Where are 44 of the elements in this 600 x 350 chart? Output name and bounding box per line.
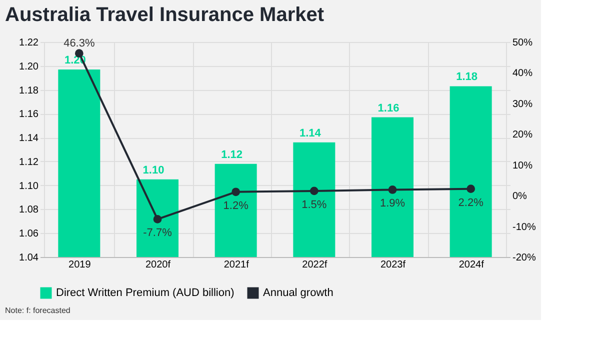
data-label: 1.16 [378,102,400,114]
y-tick-label: 1.22 [19,38,39,48]
y2-tick-label: 0% [512,191,528,202]
y-tick-label: 1.20 [19,61,39,72]
x-tick-label: 2022f [302,260,328,270]
y-tick-label: 1.08 [19,204,39,216]
legend-label: Direct Written Premium (AUD billion) [56,287,234,299]
y2-tick-label: 40% [512,68,533,80]
x-tick-label: 2024f [458,260,484,270]
y-tick-label: 1.16 [19,109,39,120]
text: Note: f: forecasted [5,306,70,315]
y-tick-label: 1.12 [19,156,39,168]
y-tick-label: 1.14 [19,133,39,144]
point [388,186,397,194]
y2-tick-label: 20% [512,130,533,141]
y2-tick-label: 50% [512,38,533,48]
point [232,188,240,196]
y-tick-label: 1.18 [19,85,39,96]
data-label: 1.5% [302,198,327,211]
y-tick-label: 1.04 [19,252,39,264]
x-tick-label: 2023f [380,260,406,270]
y2-tick-label: 30% [512,98,533,110]
data-label: 1.18 [456,71,478,84]
data-label: 1.9% [380,198,406,210]
y-tick-label: 1.10 [19,180,39,192]
y2-tick-label: 10% [512,160,533,172]
point [153,215,162,224]
data-label: 1.14 [299,127,322,140]
point [310,186,318,196]
y2-tick-label: -10% [512,222,536,233]
x-tick-label: 2020f [145,260,171,270]
data-label: -7.7% [143,227,172,240]
data-label: 1.12 [221,148,243,161]
legend-label: Annual growth [263,287,334,299]
y-tick-label: 1.06 [19,228,39,240]
data-label: 2.2% [458,196,484,209]
x-tick-label: 2021f [224,260,250,270]
y2-tick-label: -20% [512,252,536,264]
data-label: 1.2% [223,200,249,212]
data-label: 1.10 [142,164,164,176]
data-label: 46.3% [64,37,95,50]
chart-title: Australia Travel Insurance Market [5,4,324,26]
x-tick-label: 2019 [68,260,92,270]
point [466,184,476,193]
